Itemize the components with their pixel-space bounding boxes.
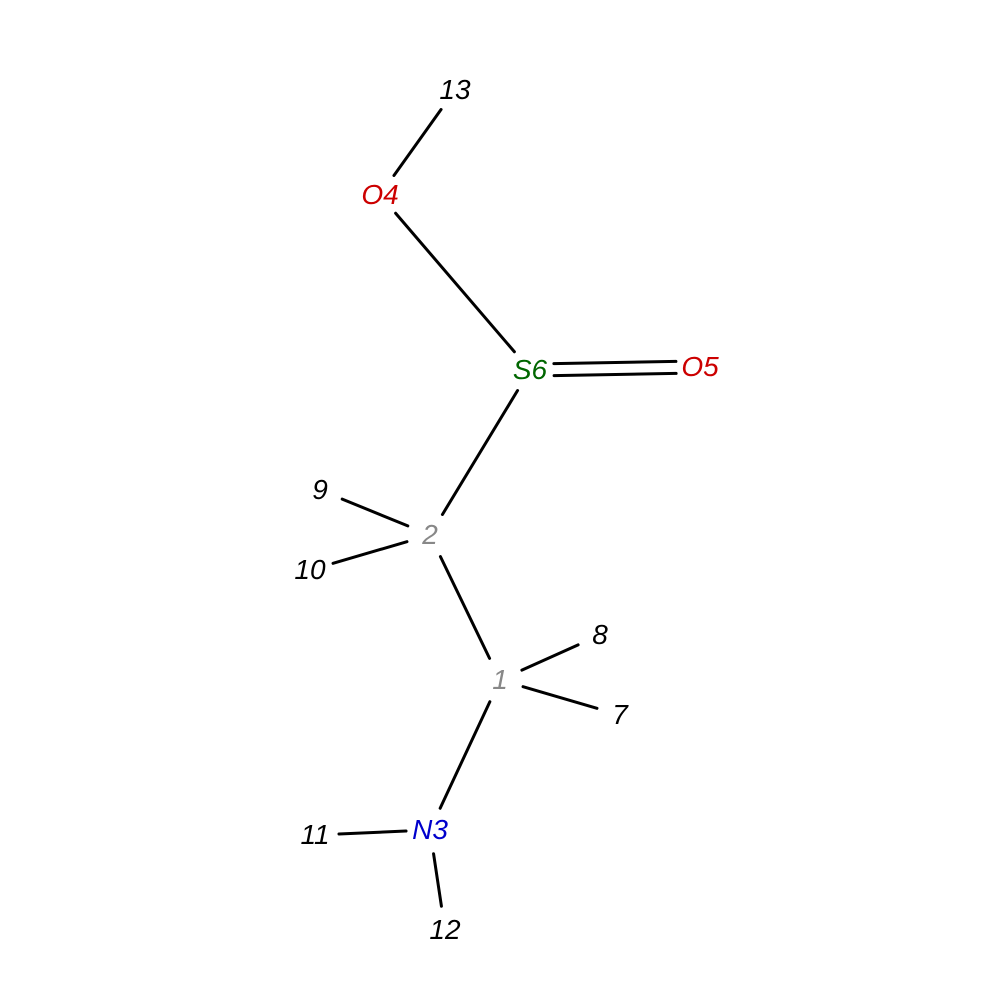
atom-label-a2: 2 xyxy=(422,519,438,551)
atom-label-a10: 10 xyxy=(294,554,325,586)
atom-label-a12: 12 xyxy=(429,914,460,946)
atom-label-a1: 1 xyxy=(492,664,508,696)
atom-label-a9: 9 xyxy=(312,474,328,506)
atom-label-a7: 7 xyxy=(612,699,628,731)
atom-label-a5: O5 xyxy=(681,351,718,383)
atom-label-a6: S6 xyxy=(513,354,547,386)
atom-label-a13: 13 xyxy=(439,74,470,106)
atom-label-a3: N3 xyxy=(412,814,448,846)
atom-label-a8: 8 xyxy=(592,619,608,651)
atom-label-a11: 11 xyxy=(300,819,329,851)
atom-label-a4: O4 xyxy=(361,179,398,211)
molecule-bonds xyxy=(0,0,1000,1000)
